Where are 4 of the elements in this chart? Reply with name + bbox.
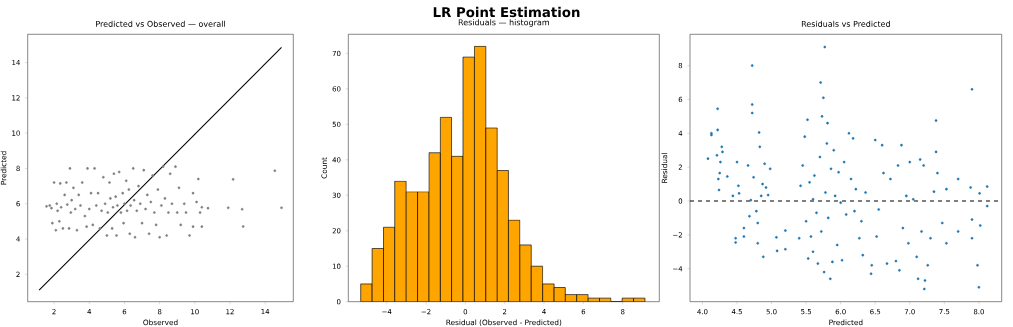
chart-title: Residuals — histogram	[458, 19, 549, 27]
text: LR Point Estimation	[433, 6, 580, 18]
chart-title: Residuals vs Predicted	[801, 20, 890, 27]
chart-title: Predicted vs Observed — overall	[96, 20, 225, 27]
